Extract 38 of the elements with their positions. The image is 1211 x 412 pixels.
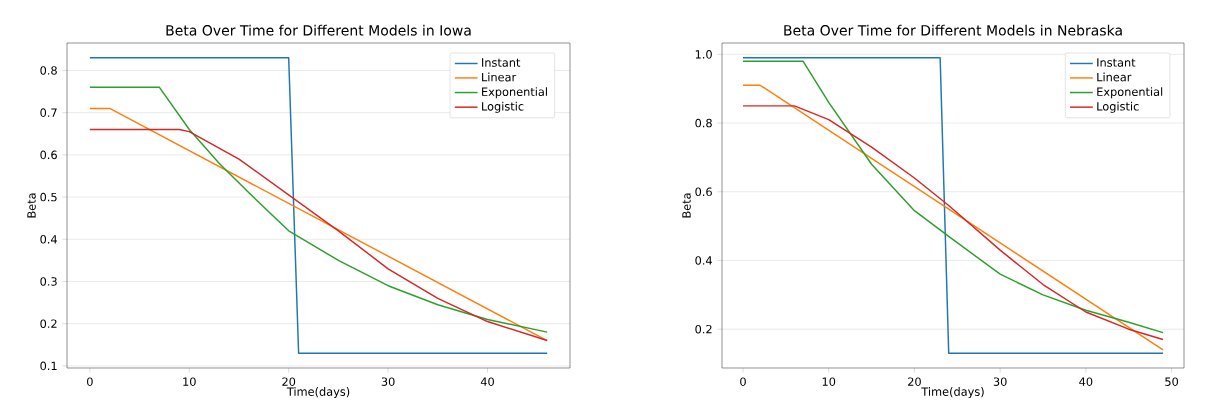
x-tick-label: 50 — [1165, 377, 1179, 386]
x-axis-title: Time(days) — [286, 387, 350, 399]
y-axis-title: Beta — [682, 193, 691, 218]
legend-label: Exponential — [482, 87, 547, 99]
x-tick-label: 10 — [183, 377, 196, 386]
x-tick-label: 30 — [381, 377, 395, 386]
y-tick-label: 0.1 — [40, 361, 57, 371]
legend-label: Instant — [482, 58, 521, 67]
legend-label: Exponential — [1097, 87, 1163, 99]
x-tick-label: 40 — [1079, 377, 1093, 386]
legend-label: Logistic — [1097, 101, 1139, 113]
x-tick-label: 30 — [993, 377, 1007, 386]
legend-label: Instant — [1097, 58, 1136, 67]
x-tick-label: 0 — [740, 377, 746, 386]
y-tick-label: 0.5 — [40, 192, 57, 202]
x-tick-label: 20 — [282, 377, 296, 386]
y-tick-label: 0.4 — [695, 256, 712, 265]
y-tick-label: 0.6 — [40, 150, 57, 160]
x-tick-label: 10 — [822, 377, 836, 386]
legend-label: Logistic — [482, 101, 524, 113]
x-tick-label: 40 — [480, 377, 494, 386]
chart-title: Beta Over Time for Different Models in Iowa — [166, 24, 471, 36]
x-tick-label: 20 — [908, 377, 921, 386]
y-tick-label: 0.7 — [40, 108, 57, 117]
x-axis-title: Time(days) — [921, 387, 984, 399]
y-tick-label: 0.2 — [695, 324, 712, 334]
chart-title: Beta Over Time for Different Models in Nebraska — [784, 24, 1122, 36]
y-tick-label: 0.8 — [40, 66, 57, 75]
y-tick-label: 0.4 — [40, 234, 57, 244]
x-tick-label: 0 — [87, 377, 93, 386]
legend-label: Linear — [482, 72, 517, 82]
y-tick-label: 0.2 — [40, 319, 57, 328]
y-tick-label: 0.6 — [695, 187, 712, 197]
y-tick-label: 0.3 — [40, 277, 57, 286]
y-tick-label: 1.0 — [695, 50, 712, 59]
y-axis-title: Beta — [27, 193, 36, 218]
y-tick-label: 0.8 — [695, 118, 712, 128]
legend-label: Linear — [1097, 72, 1132, 82]
